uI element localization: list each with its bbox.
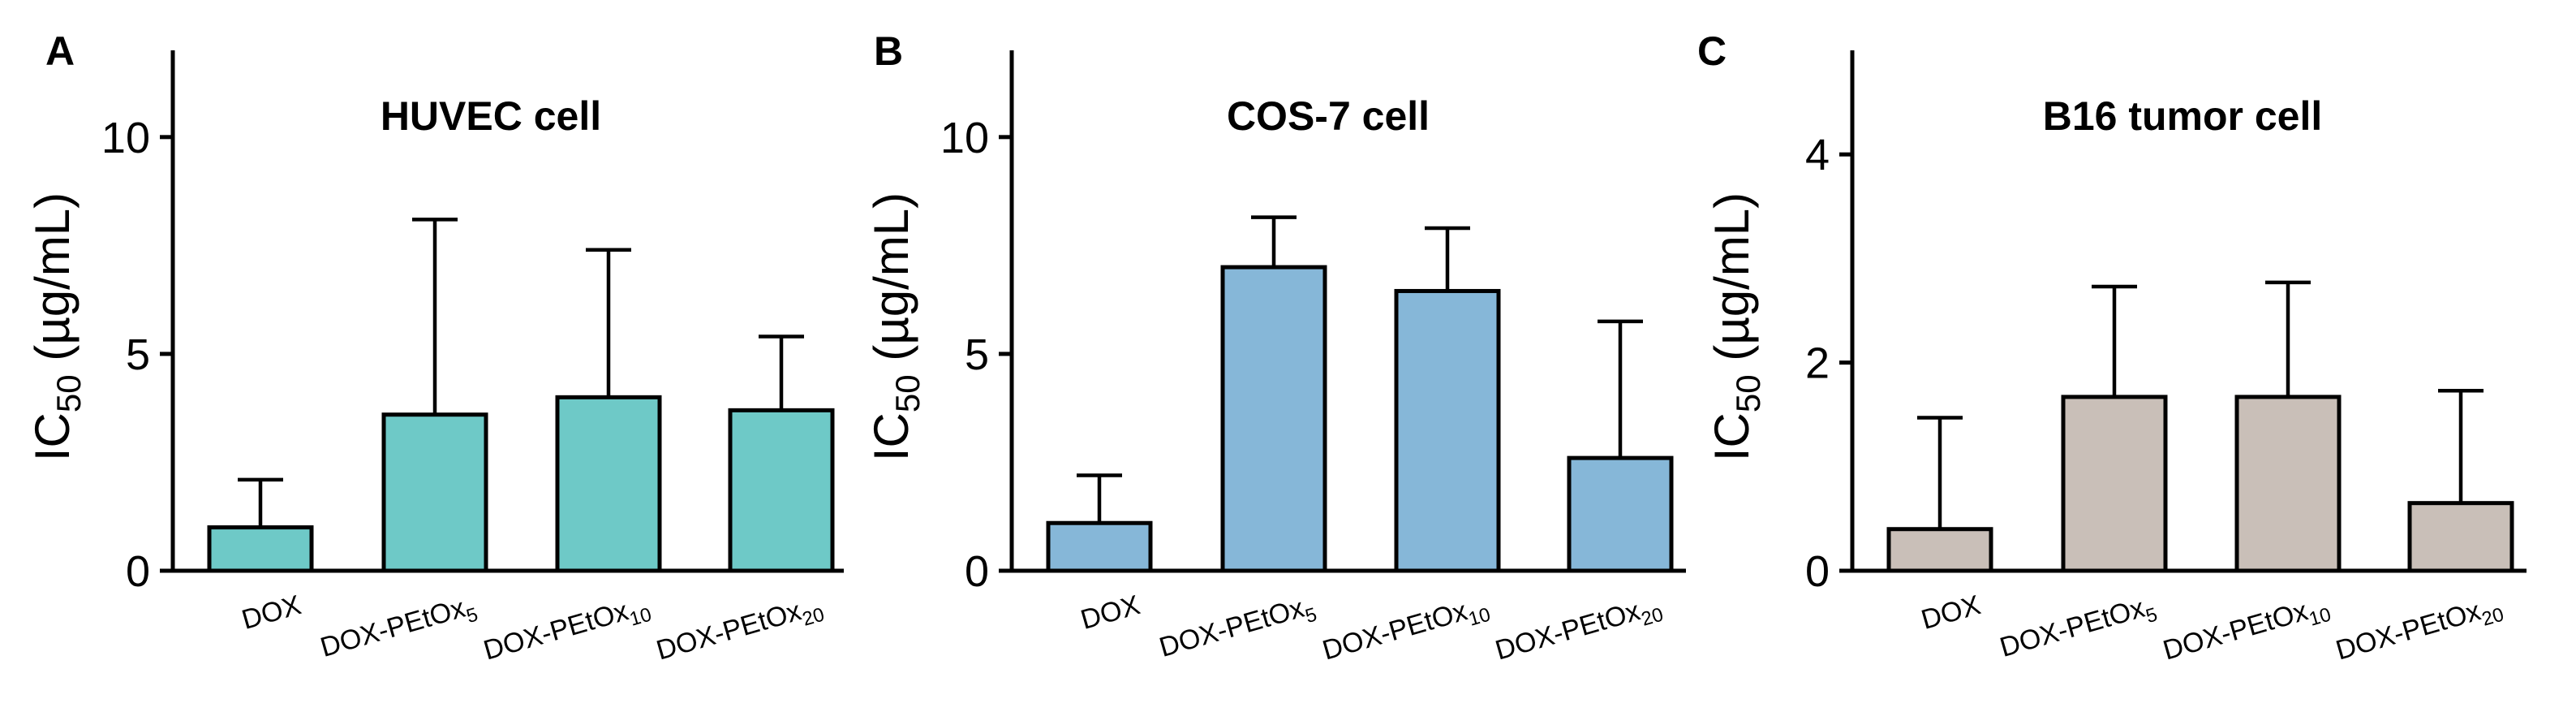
- y-tick-label: 0: [1805, 547, 1830, 596]
- bar: [2234, 395, 2342, 573]
- x-tick-label: DOX: [1918, 589, 1984, 636]
- x-tick-label: DOX-PEtOx5: [317, 589, 480, 668]
- bar: [728, 408, 835, 573]
- y-tick-label: 10: [101, 114, 150, 162]
- panel-label: C: [1697, 28, 1727, 74]
- bar: [207, 525, 314, 573]
- chart-panel-c: C B16 tumor cell 0 2 4 IC50 (µg/mL) DOX DOX-PEt…: [1697, 28, 2527, 671]
- bar: [555, 395, 662, 573]
- bar: [381, 412, 488, 573]
- y-tick-label: 10: [940, 114, 989, 162]
- x-tick-label: DOX-PEtOx20: [653, 589, 827, 671]
- panel-label: B: [874, 28, 903, 74]
- bar: [2407, 501, 2514, 573]
- y-tick-label: 4: [1805, 131, 1830, 179]
- chart-title: HUVEC cell: [381, 93, 601, 139]
- bar: [1567, 455, 1674, 573]
- panel-label: A: [45, 28, 75, 74]
- x-tick-label: DOX: [1077, 589, 1143, 636]
- bar: [1220, 265, 1327, 573]
- x-tick-label: DOX-PEtOx5: [1156, 589, 1319, 668]
- chart-panel-b: B COS-7 cell 0 5 10 IC50 (µg/mL) DOX DOX-PEtOx5…: [864, 28, 1686, 671]
- bar: [2061, 395, 2168, 573]
- bar: [1394, 288, 1501, 573]
- x-tick-label: DOX-PEtOx10: [480, 589, 654, 671]
- y-axis-label: IC50 (µg/mL): [1705, 192, 1767, 461]
- y-tick-label: 5: [126, 330, 150, 379]
- y-tick-label: 0: [126, 547, 150, 596]
- chart-title: B16 tumor cell: [2043, 93, 2323, 139]
- y-axis-label: IC50 (µg/mL): [25, 192, 88, 461]
- y-tick-label: 5: [965, 330, 989, 379]
- bar: [1886, 527, 1993, 573]
- chart-panel-a: A HUVEC cell 0 5 10 IC50 (µg/mL) DOX DOX-PEtOx5…: [25, 28, 844, 671]
- y-tick-label: 2: [1805, 339, 1830, 388]
- chart-title: COS-7 cell: [1227, 93, 1430, 139]
- bar: [1046, 520, 1153, 573]
- x-tick-label: DOX-PEtOx10: [1319, 589, 1493, 671]
- y-tick-label: 0: [965, 547, 989, 596]
- x-tick-label: DOX-PEtOx10: [2160, 589, 2333, 671]
- y-axis-label: IC50 (µg/mL): [864, 192, 927, 461]
- x-tick-label: DOX: [239, 589, 304, 636]
- x-tick-label: DOX-PEtOx5: [1997, 589, 2160, 668]
- x-tick-label: DOX-PEtOx20: [1492, 589, 1666, 671]
- x-tick-label: DOX-PEtOx20: [2333, 589, 2506, 671]
